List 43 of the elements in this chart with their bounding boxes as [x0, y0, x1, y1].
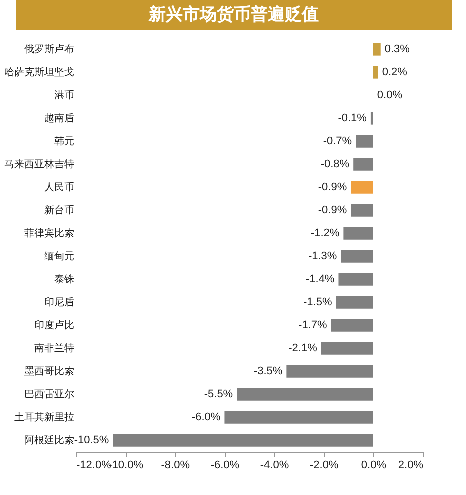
y-tick-label: 港币 — [54, 90, 74, 102]
chart-title: 新兴市场货币普遍贬值 — [16, 0, 452, 30]
data-label: -0.9% — [318, 204, 348, 216]
x-tick-label: -8.0% — [161, 460, 190, 472]
data-label: -5.5% — [204, 388, 234, 400]
x-tick-label: -2.0% — [310, 460, 339, 472]
y-tick-label: 印度卢比 — [34, 320, 74, 332]
y-tick-label: 俄罗斯卢布 — [24, 44, 74, 56]
y-tick-label: 墨西哥比索 — [24, 366, 74, 378]
x-tick-label: -6.0% — [210, 460, 240, 472]
data-label: 0.0% — [377, 90, 403, 102]
data-label: 0.2% — [382, 66, 408, 78]
data-label: 0.3% — [384, 44, 410, 56]
y-tick-label: 菲律宾比索 — [24, 228, 74, 240]
y-tick-label: 缅甸元 — [44, 250, 74, 262]
y-tick-label: 越南盾 — [44, 112, 74, 124]
data-label: -1.7% — [298, 320, 328, 332]
data-label: -10.5% — [74, 434, 110, 446]
data-label: -0.9% — [318, 182, 348, 194]
data-label: -1.5% — [304, 296, 332, 308]
y-tick-label: 哈萨克斯坦坚戈 — [4, 66, 74, 78]
y-tick-label: 印尼盾 — [44, 296, 74, 308]
x-tick-label: -4.0% — [260, 460, 290, 472]
x-tick-label: 0.0% — [361, 460, 387, 472]
y-tick-label: 新台币 — [44, 204, 74, 216]
data-label: -0.1% — [338, 112, 368, 124]
y-tick-label: 土耳其新里拉 — [14, 412, 74, 424]
y-tick-label: 巴西雷亚尔 — [24, 388, 74, 400]
data-label: -1.3% — [308, 250, 338, 262]
data-label: -1.4% — [306, 274, 335, 286]
data-label: -6.0% — [192, 412, 221, 424]
data-label: -2.1% — [288, 342, 318, 354]
y-tick-label: 泰铢 — [54, 274, 74, 286]
data-label: -0.7% — [323, 136, 352, 148]
data-label: -3.5% — [254, 366, 283, 378]
data-label: -0.8% — [320, 158, 350, 170]
y-tick-label: 人民币 — [44, 182, 74, 194]
y-tick-label: 阿根廷比索 — [24, 434, 74, 446]
data-label: -1.2% — [310, 228, 340, 240]
y-tick-label: 南非兰特 — [34, 342, 74, 354]
y-tick-label: 韩元 — [54, 136, 74, 148]
y-tick-label: 马来西亚林吉特 — [4, 158, 74, 170]
x-tick-label: 2.0% — [398, 460, 424, 472]
